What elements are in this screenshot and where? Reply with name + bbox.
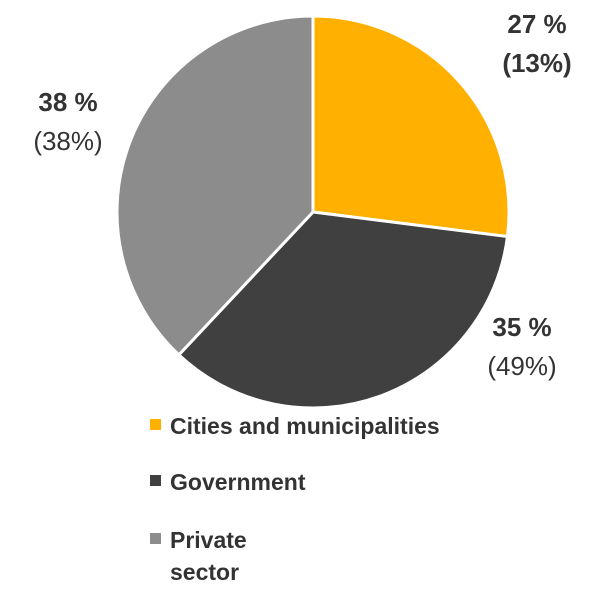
legend-label-private-sector-line-2: sector [170,559,239,585]
data-label-government: 35 % [492,312,551,342]
pie-slice-cities-and-municipalities [311,14,511,239]
legend-label-private-sector-line-1: Private [170,527,247,553]
data-sublabel-government: (49%) [487,351,556,381]
pie-slice-private-sector [115,14,315,358]
slices-layer [115,14,511,410]
legend-label-cities-and-municipalities: Cities and municipalities [170,413,440,439]
legend-label-government: Government [170,469,306,495]
data-label-cities-and-municipalities: 27 % [507,9,566,39]
legend: Cities and municipalities Government Priva… [150,413,440,585]
pie-slice-government [176,210,510,410]
data-sublabel-private-sector: (38%) [33,126,102,156]
labels-layer: 27 % (13%) 35 % (49%) 38 % (38%) [33,9,571,381]
legend-swatch-private-sector [150,533,161,544]
data-label-private-sector: 38 % [38,87,97,117]
data-sublabel-cities-and-municipalities: (13%) [502,48,571,78]
legend-swatch-government [150,475,161,486]
legend-swatch-cities-and-municipalities [150,419,161,430]
